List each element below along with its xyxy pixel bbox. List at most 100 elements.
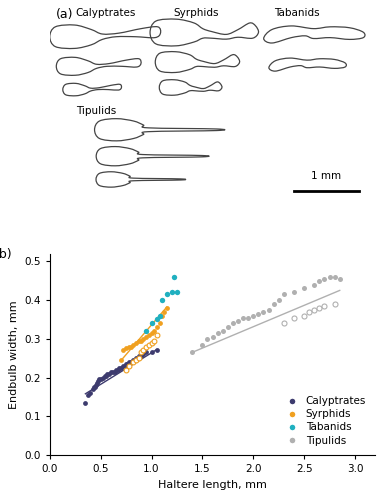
Point [154,323,160,331]
Point [146,340,152,348]
Point [95,376,101,384]
Point [214,329,221,337]
Point [230,320,236,328]
Point [281,320,287,328]
Legend: Calyptrates, Syrphids, Tabanids, Tipulids: Calyptrates, Syrphids, Tabanids, Tipulid… [277,392,370,450]
Point [240,314,246,322]
Point [265,306,272,314]
Point [220,327,226,335]
Point [128,342,134,350]
Point [110,368,116,376]
Point [321,302,327,310]
Point [133,354,139,362]
Point [123,360,129,368]
Point [93,380,100,388]
Point [106,370,112,378]
Point [210,333,216,341]
Point [118,356,124,364]
Point [311,280,318,288]
Point [149,348,155,356]
Point [95,378,101,386]
Point [164,304,170,312]
Point [126,362,132,370]
Point [159,296,165,304]
Point [123,366,129,374]
Point [140,335,146,343]
Point [136,337,142,345]
Point [140,350,146,358]
Point [157,312,163,320]
Point [189,348,195,356]
Text: Tipulids: Tipulids [76,106,116,117]
Point [143,333,149,341]
Point [112,368,118,376]
Point [93,382,99,390]
Text: Tabanids: Tabanids [275,8,320,18]
Point [138,348,144,356]
Point [164,290,170,298]
Point [146,331,152,339]
Point [126,358,132,366]
Point [225,323,231,331]
Point [205,335,211,343]
Point [130,356,136,364]
Point [85,391,92,399]
Point [90,385,96,393]
Point [124,360,130,368]
Y-axis label: Endbulb width, mm: Endbulb width, mm [9,300,19,408]
Point [301,284,307,292]
Point [120,362,126,370]
Point [118,364,124,372]
Point [332,300,338,308]
Point [128,358,134,366]
Text: Syrphids: Syrphids [173,8,219,18]
Point [136,352,142,360]
Point [306,308,312,316]
Point [245,314,251,322]
Point [92,383,98,391]
Point [154,346,160,354]
Point [281,290,287,298]
Point [321,275,327,283]
Point [235,318,241,326]
Point [130,358,136,366]
Point [171,273,177,281]
Point [149,320,155,328]
Point [260,308,267,316]
Point [276,296,282,304]
Point [316,304,322,312]
Point [123,344,129,352]
Point [143,327,149,335]
Point [151,327,157,335]
Point [316,276,322,284]
Point [157,320,163,328]
Point [90,383,97,391]
Point [332,273,338,281]
Point [126,342,132,350]
Point [82,398,88,406]
Point [149,329,155,337]
Point [291,314,297,322]
Point [101,372,108,380]
Point [115,366,121,374]
Text: (b): (b) [0,248,12,260]
Text: 1 mm: 1 mm [311,170,342,180]
Point [159,312,165,320]
Point [122,362,128,370]
Point [154,316,160,324]
Point [120,346,126,354]
Point [116,364,122,372]
Point [87,389,93,397]
Point [143,348,149,356]
X-axis label: Haltere length, mm: Haltere length, mm [158,480,267,490]
Point [169,288,175,296]
Point [140,346,146,354]
Point [136,354,142,362]
Point [138,352,144,360]
Text: (a): (a) [56,8,74,21]
Point [337,275,343,283]
Point [104,370,110,378]
Point [250,312,256,320]
Point [199,340,205,348]
Point [149,338,155,346]
